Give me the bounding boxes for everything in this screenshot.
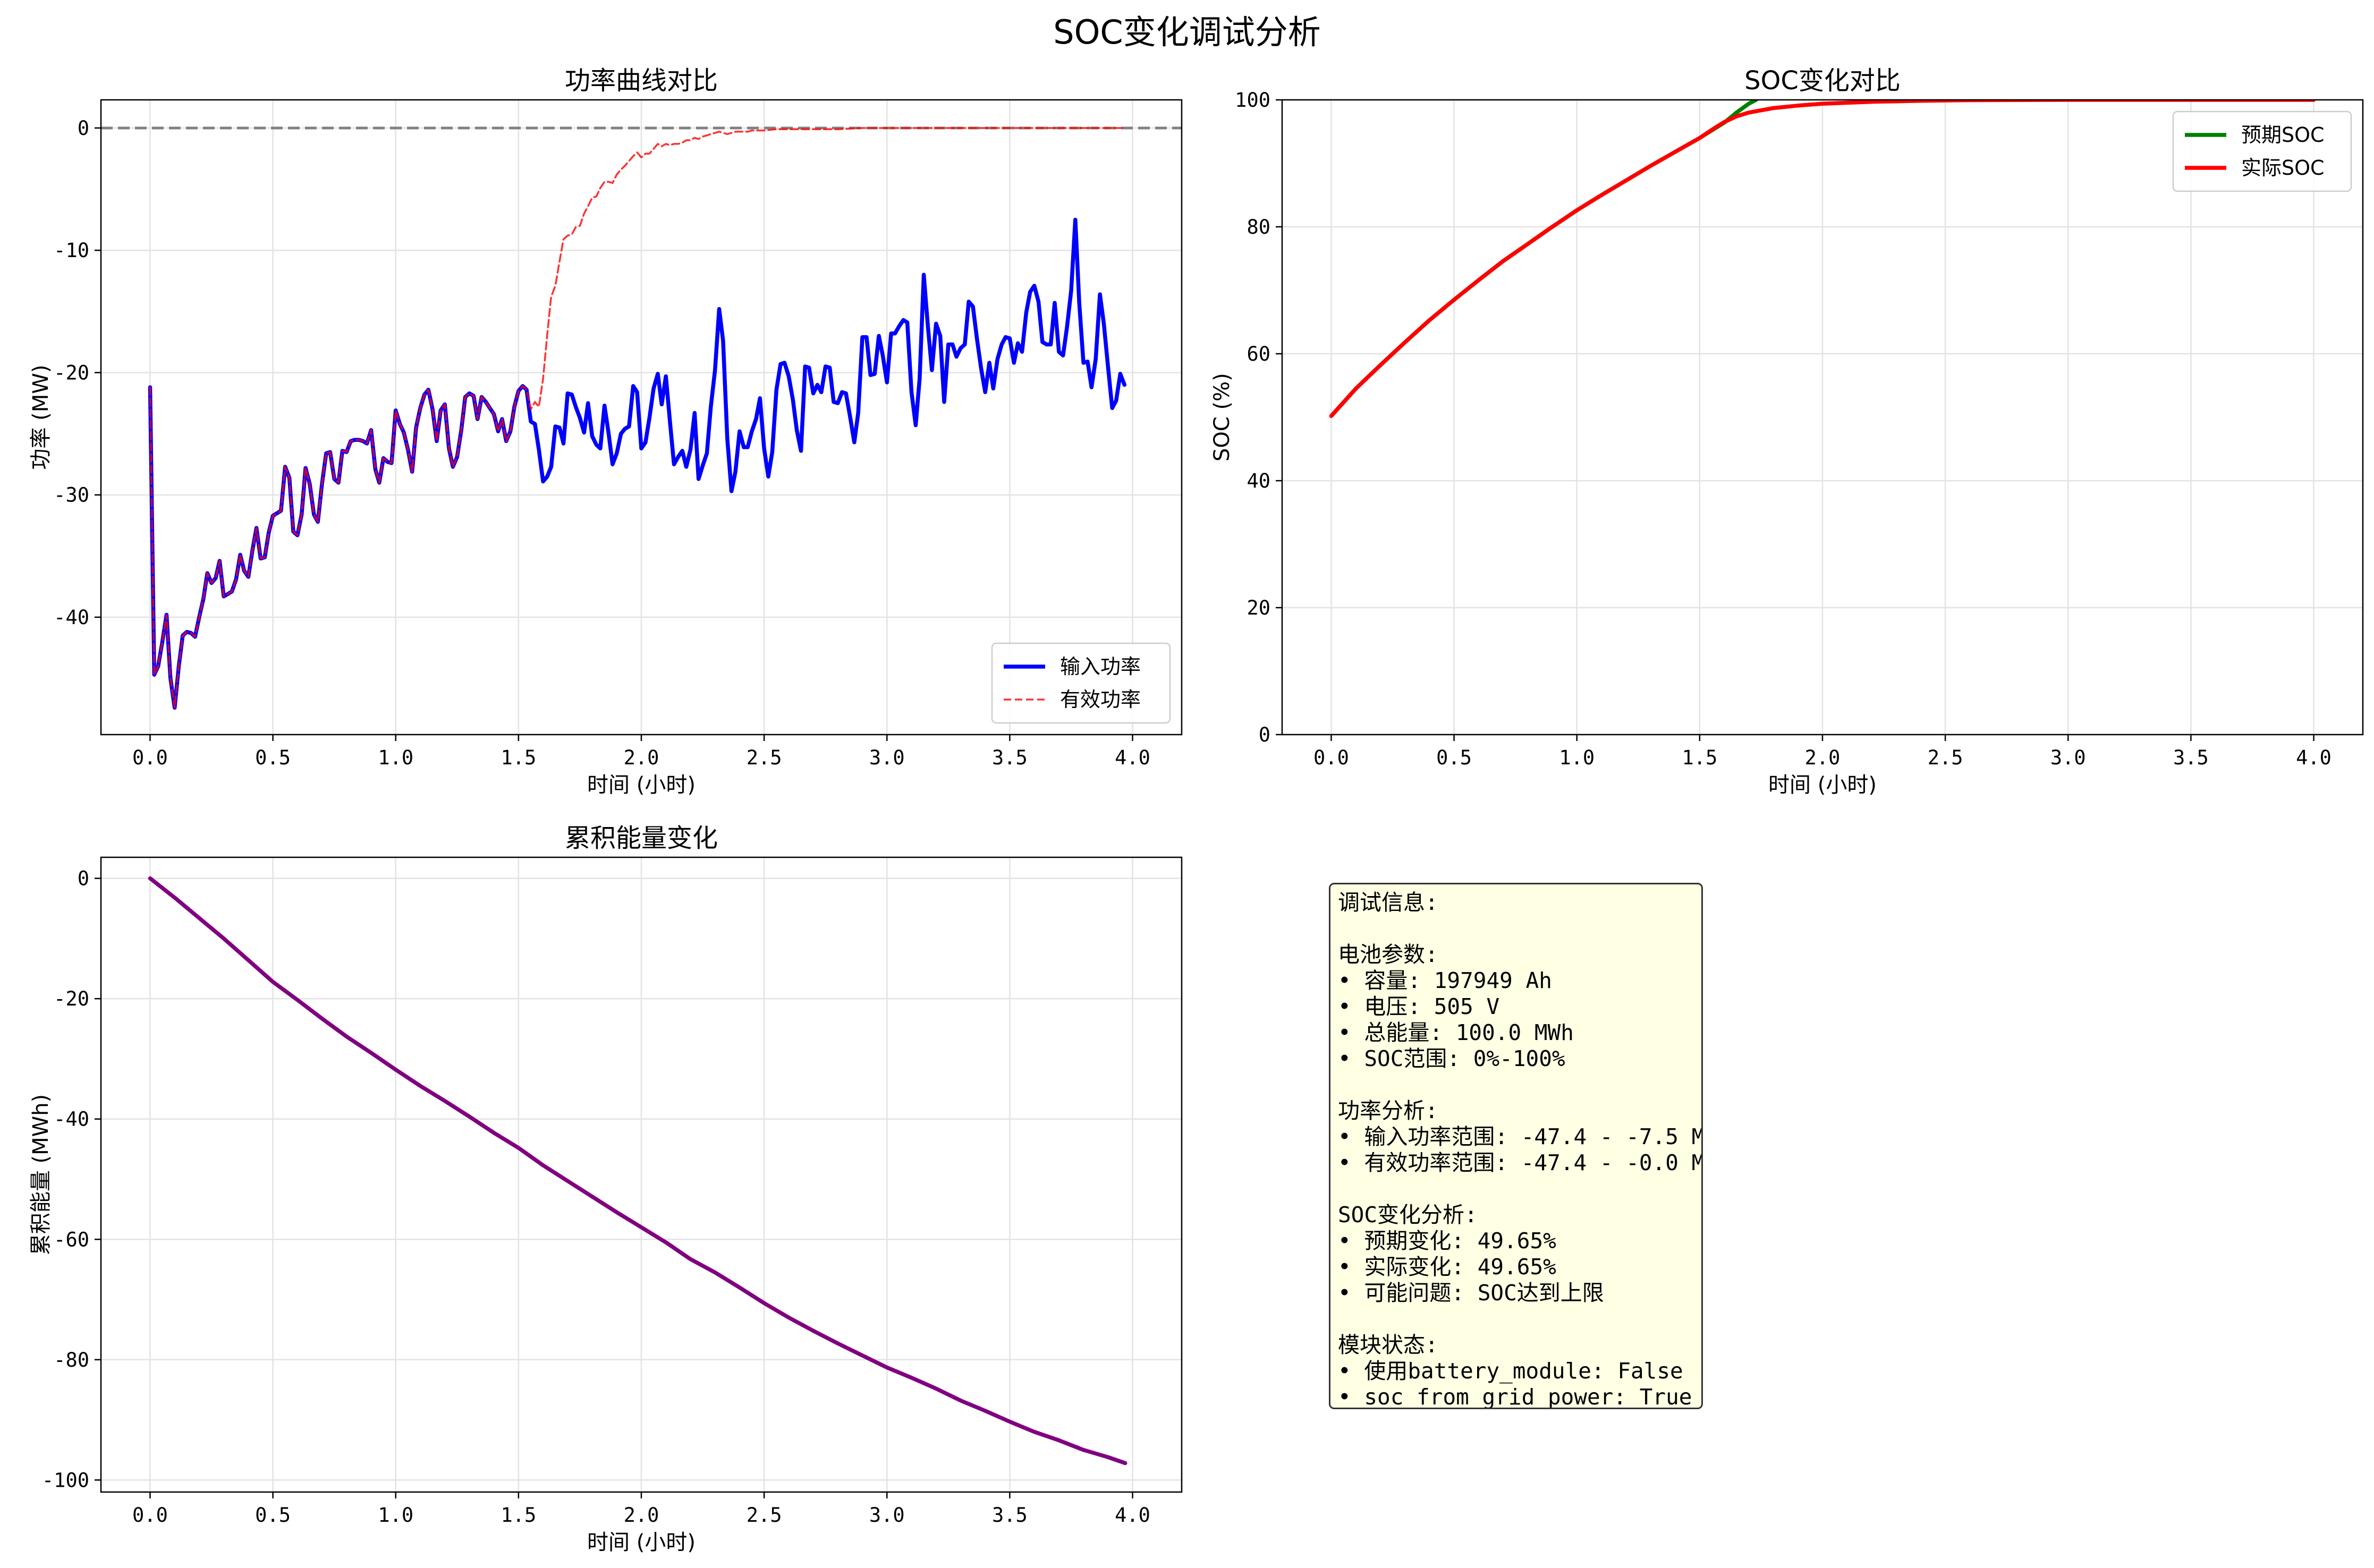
x-tick-label: 3.0 (869, 1504, 905, 1527)
x-axis-label: 时间 (小时) (1768, 773, 1877, 797)
x-tick-label: 4.0 (1115, 746, 1150, 769)
info-line: • 可能问题: SOC达到上限 (1338, 1280, 1604, 1306)
info-line: 模块状态: (1338, 1332, 1438, 1358)
info-line: • soc_from_grid_power: True (1338, 1384, 1692, 1409)
y-tick-label: -10 (54, 239, 89, 262)
info-line: • 电压: 505 V (1338, 994, 1500, 1019)
info-line: • 有效功率范围: -47.4 - -0.0 MW (1338, 1150, 1703, 1175)
y-tick-label: 80 (1247, 216, 1270, 238)
y-tick-label: -40 (54, 606, 89, 629)
soc-chart: 0.0 0.5 1.0 1.5 2.0 2.5 3.0 3.5 4.0 0 20 40 60 80 100 S… (1210, 66, 2364, 797)
info-line: • 容量: 197949 Ah (1338, 968, 1552, 993)
debug-info-box: 调试信息: 电池参数: • 容量: 197949 Ah • 电压: 505 V • 总能… (1329, 883, 1703, 1409)
x-tick-label: 0.0 (1313, 746, 1349, 769)
x-axis-label: 时间 (小时) (587, 1530, 696, 1555)
x-tick-label: 3.5 (2173, 746, 2209, 769)
x-tick-label: 3.0 (2050, 746, 2086, 769)
info-line (1338, 1176, 1694, 1202)
legend-box (2172, 110, 2352, 192)
series-line-0 (1329, 100, 1758, 418)
figure-title: SOC变化调试分析 (1053, 13, 1320, 52)
x-tick-label: 1.0 (1559, 746, 1595, 769)
chart-title: 累积能量变化 (565, 823, 718, 853)
series-line-0 (148, 217, 1127, 710)
power-chart: 0.0 0.5 1.0 1.5 2.0 2.5 3.0 3.5 4.0 0 -10 -20 -30 -40… (29, 66, 1183, 797)
y-tick-label: -30 (54, 484, 89, 507)
x-tick-label: 4.0 (1115, 1504, 1150, 1527)
legend-label: 实际SOC (2241, 156, 2325, 180)
y-tick-label: 20 (1247, 596, 1270, 619)
x-tick-label: 0.0 (132, 1504, 168, 1527)
info-line: • 使用battery_module: False (1338, 1358, 1683, 1384)
x-tick-label: 3.5 (992, 746, 1028, 769)
y-tick-label: -100 (42, 1469, 89, 1492)
info-line (1338, 1072, 1694, 1098)
y-tick-label: -20 (54, 987, 89, 1010)
x-tick-label: 2.0 (624, 1504, 659, 1527)
info-line: • SOC范围: 0%-100% (1338, 1046, 1565, 1071)
info-line (1338, 916, 1694, 942)
x-tick-label: 2.5 (1928, 746, 1963, 769)
axes-frame (100, 856, 1183, 1493)
x-tick-label: 1.0 (378, 1504, 413, 1527)
x-tick-label: 1.5 (1682, 746, 1717, 769)
legend-box (991, 642, 1171, 724)
y-tick-label: -20 (54, 361, 89, 384)
x-axis-label: 时间 (小时) (587, 773, 696, 797)
y-tick-label: -40 (54, 1108, 89, 1131)
info-line: • 输入功率范围: -47.4 - -7.5 MW (1338, 1124, 1703, 1149)
y-tick-label: 0 (1259, 723, 1270, 746)
info-line: • 实际变化: 49.65% (1338, 1254, 1556, 1280)
x-tick-label: 3.5 (992, 1504, 1028, 1527)
info-line: • 总能量: 100.0 MWh (1338, 1020, 1574, 1045)
info-line: • 预期变化: 49.65% (1338, 1228, 1556, 1254)
axes-frame (1281, 99, 2364, 736)
x-tick-label: 2.0 (624, 746, 659, 769)
series-line-1 (149, 127, 1126, 709)
x-tick-label: 1.5 (501, 1504, 536, 1527)
x-tick-label: 1.5 (501, 746, 536, 769)
y-axis-label: 功率 (MW) (29, 365, 53, 470)
y-tick-label: 0 (78, 117, 89, 140)
legend-label: 输入功率 (1060, 655, 1141, 678)
series-line-1 (1329, 100, 2316, 418)
x-tick-label: 2.0 (1805, 746, 1841, 769)
x-tick-label: 3.0 (869, 746, 905, 769)
info-line: 调试信息: (1338, 890, 1438, 915)
x-tick-label: 1.0 (378, 746, 413, 769)
y-tick-label: 100 (1235, 89, 1270, 112)
y-axis-label: SOC (%) (1210, 373, 1234, 462)
x-tick-label: 0.5 (255, 1504, 291, 1527)
x-tick-label: 2.5 (747, 1504, 782, 1527)
info-line: 电池参数: (1338, 942, 1438, 967)
cumulative-energy-chart: 0.0 0.5 1.0 1.5 2.0 2.5 3.0 3.5 4.0 0 -20 -40 -60 -80… (29, 823, 1183, 1555)
legend-label: 有效功率 (1060, 688, 1141, 711)
y-tick-label: -60 (54, 1228, 89, 1251)
x-tick-label: 0.5 (1436, 746, 1472, 769)
y-tick-label: 60 (1247, 343, 1270, 365)
chart-title: 功率曲线对比 (565, 66, 718, 96)
info-line: SOC变化分析: (1338, 1202, 1478, 1228)
axes-frame (100, 99, 1183, 736)
y-tick-label: -80 (54, 1349, 89, 1371)
info-line (1338, 1306, 1694, 1332)
x-tick-label: 0.5 (255, 746, 291, 769)
y-tick-label: 0 (78, 867, 89, 890)
series-line-0 (148, 876, 1127, 1465)
chart-title: SOC变化对比 (1744, 66, 1901, 96)
info-line: 功率分析: (1338, 1098, 1438, 1123)
y-tick-label: 40 (1247, 470, 1270, 492)
legend-label: 预期SOC (2241, 123, 2325, 147)
x-tick-label: 2.5 (747, 746, 782, 769)
x-tick-label: 0.0 (132, 746, 168, 769)
x-tick-label: 4.0 (2296, 746, 2331, 769)
y-axis-label: 累积能量 (MWh) (29, 1094, 53, 1255)
